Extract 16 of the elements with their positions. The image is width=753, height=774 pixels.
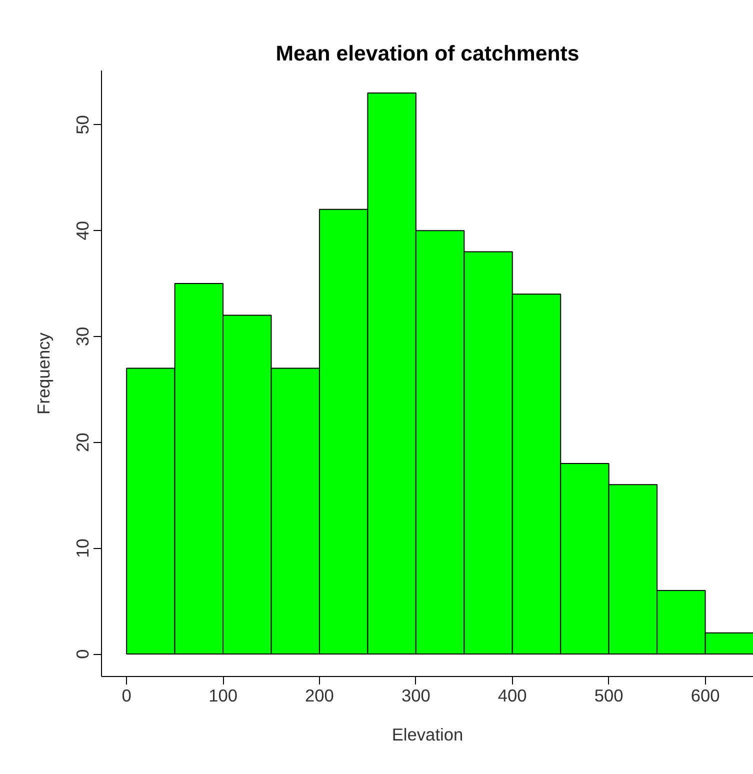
x-tick-label: 0 [122,686,132,706]
chart-title: Mean elevation of catchments [276,42,580,66]
y-tick-label: 50 [72,115,92,134]
y-tick-label: 20 [72,432,92,452]
y-tick-label: 10 [72,538,92,558]
x-axis-title: Elevation [392,724,464,744]
y-tick-label: 0 [72,649,92,659]
y-axis-title: Frequency [34,332,54,414]
x-tick-label: 500 [594,686,624,706]
x-tick-label: 100 [208,686,238,706]
y-tick-label: 40 [72,220,92,240]
x-tick-label: 200 [305,686,334,706]
x-tick-label: 400 [498,686,527,706]
x-tick-label: 600 [690,686,720,706]
y-tick-label: 30 [72,326,92,346]
x-tick-label: 300 [401,686,430,706]
